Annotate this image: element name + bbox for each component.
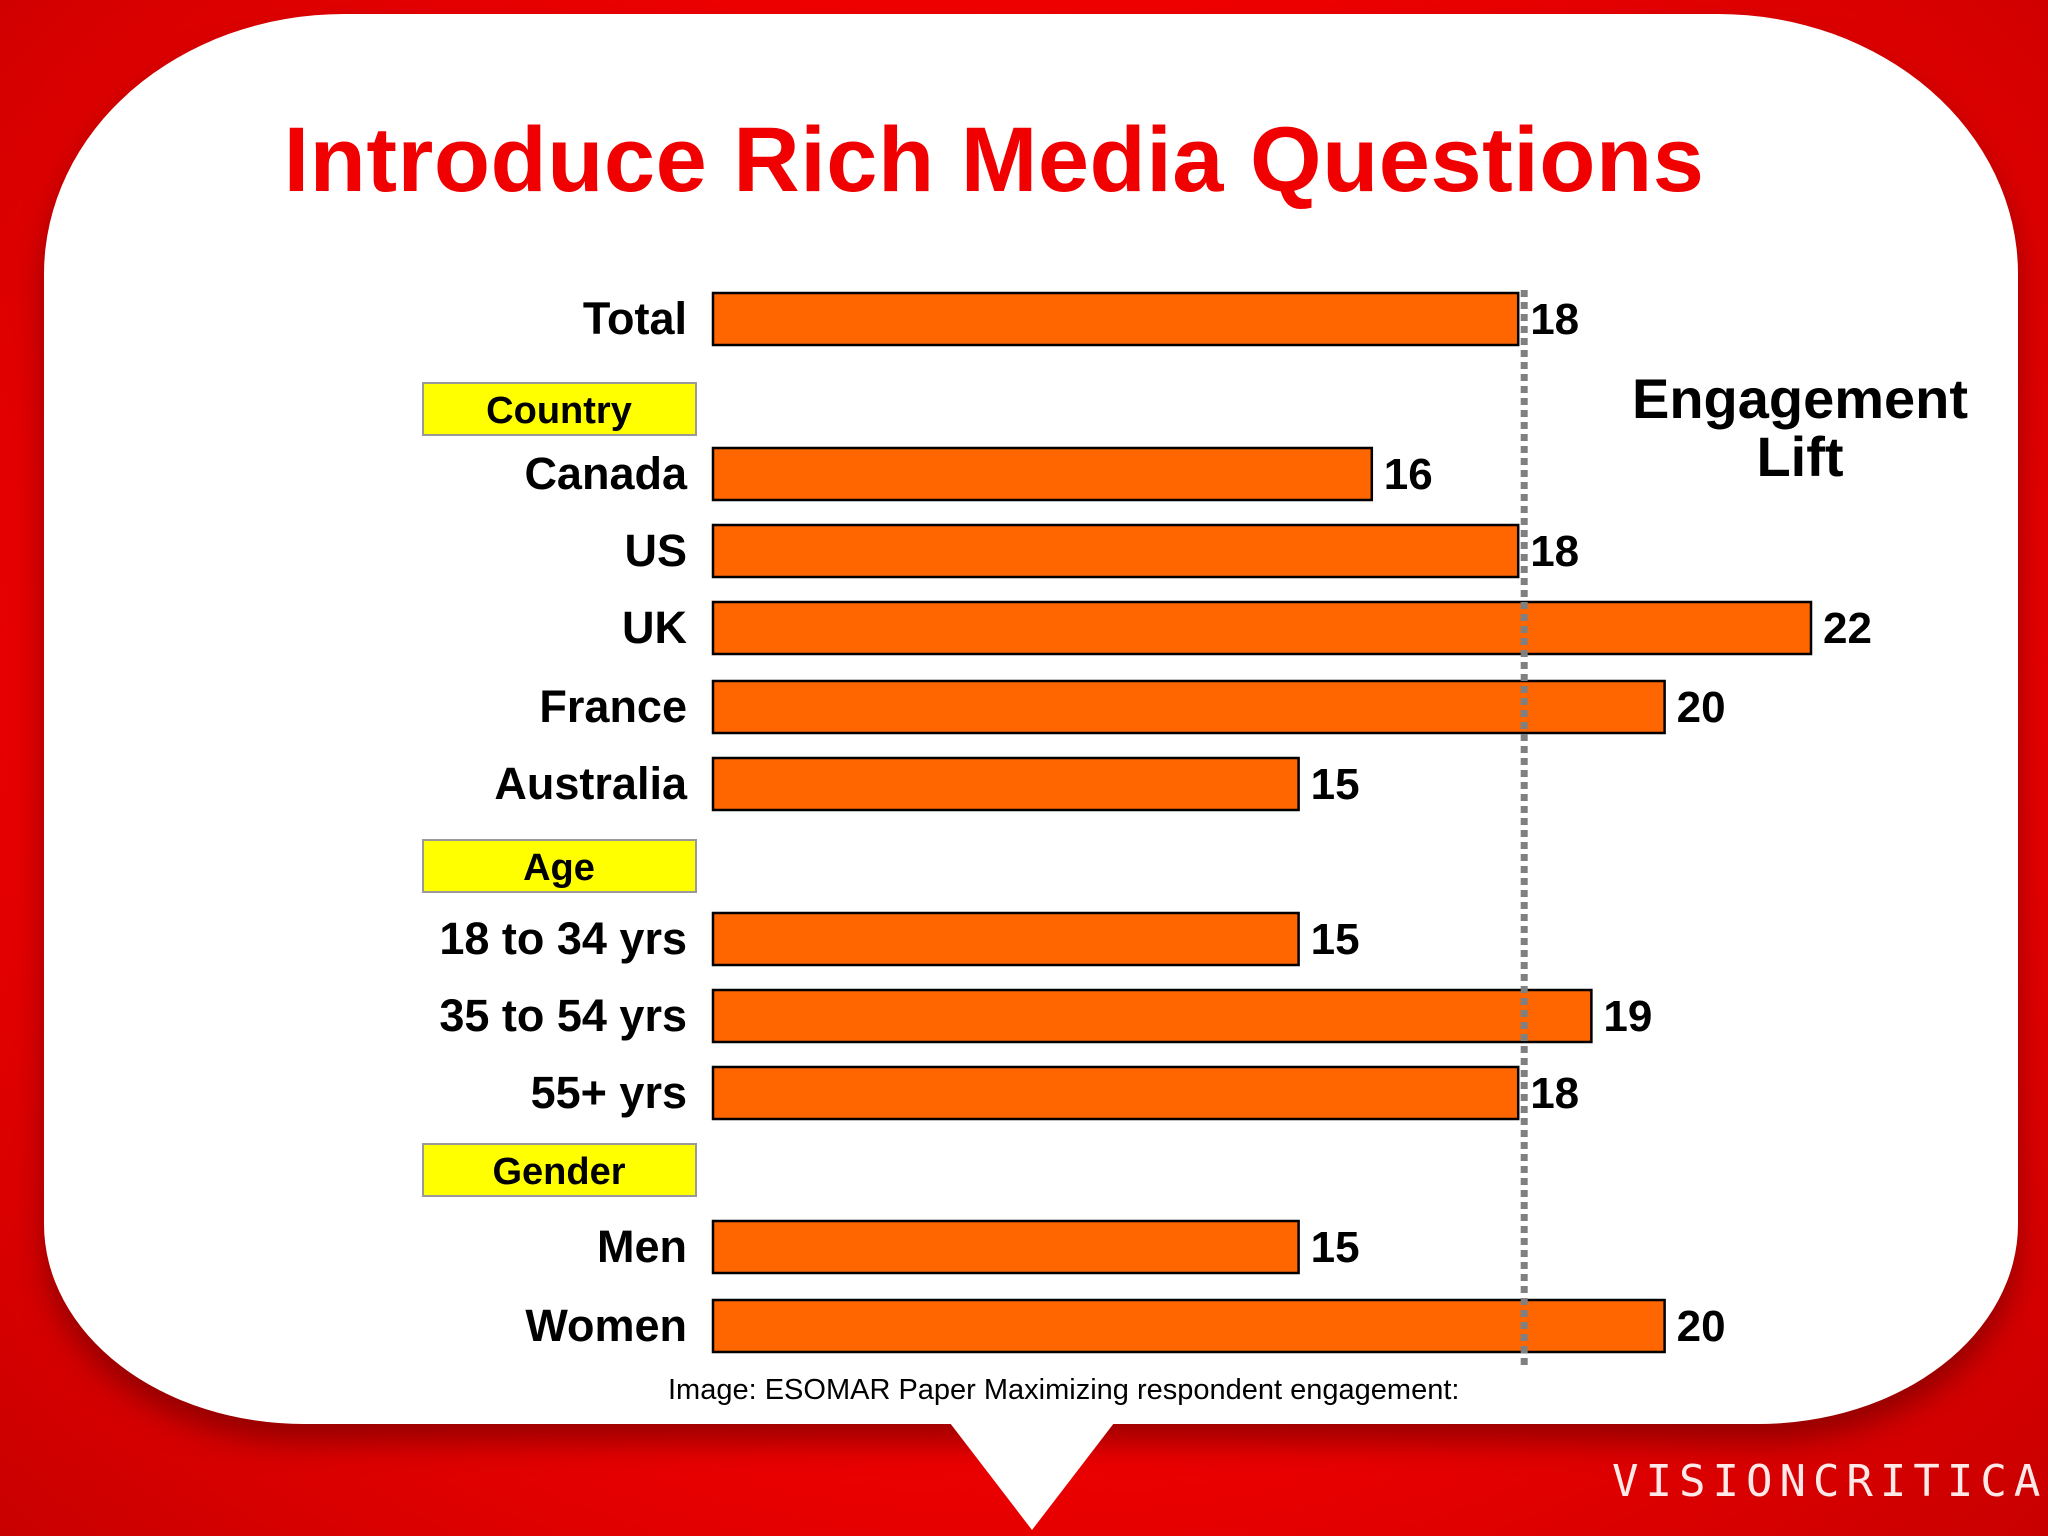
category-label: Canada <box>524 448 688 499</box>
group-label-box <box>422 839 697 893</box>
data-label: 16 <box>1384 450 1433 499</box>
annotation-line-1: Engagement <box>1631 367 1969 430</box>
category-label: 35 to 54 yrs <box>439 990 687 1041</box>
image-caption: Image: ESOMAR Paper Maximizing responden… <box>668 1374 1460 1406</box>
bar <box>711 1219 1300 1275</box>
annotation-line-2: Lift <box>1756 425 1844 488</box>
data-label: 20 <box>1677 683 1726 732</box>
category-label: 18 to 34 yrs <box>439 913 687 964</box>
bar <box>711 600 1813 656</box>
data-label: 20 <box>1677 1302 1726 1351</box>
bar <box>711 523 1520 579</box>
category-label: Women <box>525 1300 687 1351</box>
bar <box>711 1298 1666 1354</box>
speech-bubble-tail <box>940 1410 1124 1530</box>
bar <box>711 679 1666 735</box>
data-label: 15 <box>1311 1223 1360 1272</box>
bar <box>711 446 1374 502</box>
data-label: 18 <box>1530 1069 1579 1118</box>
data-label: 18 <box>1530 527 1579 576</box>
category-label: 55+ yrs <box>531 1067 687 1118</box>
group-label: Country <box>486 390 632 432</box>
group-label-box <box>422 382 697 436</box>
bar <box>711 291 1520 347</box>
data-label: 19 <box>1603 992 1652 1041</box>
visioncritical-logo: VISIONCRITICAL™ <box>1612 1456 2048 1507</box>
bar <box>711 1065 1520 1121</box>
data-label: 18 <box>1530 295 1579 344</box>
slide-title: Introduce Rich Media Questions <box>283 109 1705 211</box>
category-label: Australia <box>494 758 688 809</box>
category-label: UK <box>622 602 687 653</box>
category-label: Men <box>597 1221 687 1272</box>
group-label-box <box>422 1143 697 1197</box>
data-label: 22 <box>1823 604 1872 653</box>
data-label: 15 <box>1311 760 1360 809</box>
bar <box>711 756 1300 812</box>
engagement-lift-annotation: Engagement Lift <box>1600 370 2000 486</box>
group-label: Age <box>523 847 595 889</box>
data-label: 15 <box>1311 915 1360 964</box>
bar <box>711 911 1300 967</box>
group-label: Gender <box>492 1151 625 1193</box>
category-label: US <box>624 525 687 576</box>
category-label: France <box>539 681 687 732</box>
bar <box>711 988 1593 1044</box>
category-label: Total <box>583 293 687 344</box>
